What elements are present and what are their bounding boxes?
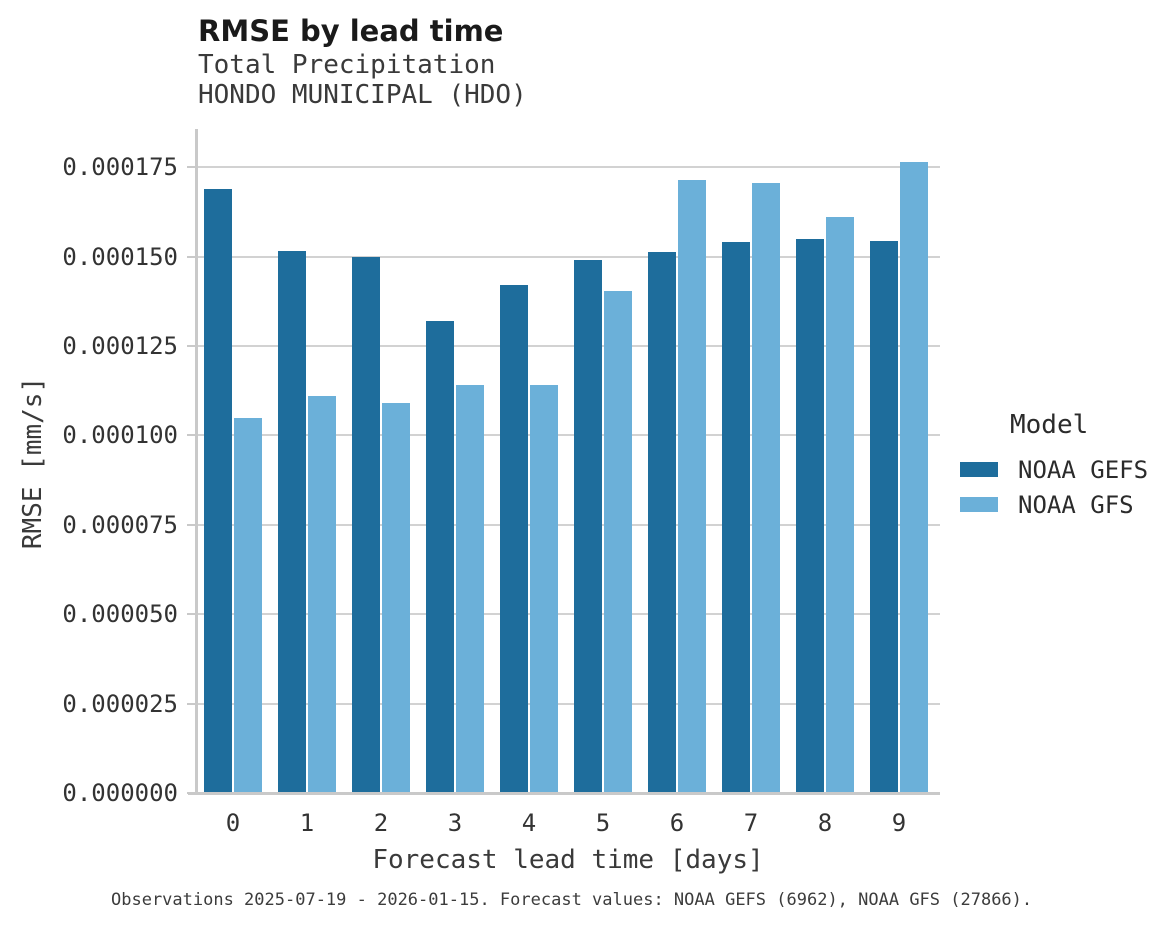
bar-noaa-gefs [648, 252, 676, 793]
y-tick-mark [187, 345, 195, 348]
y-tick-label: 0.000025 [62, 689, 178, 718]
x-tick-label: 0 [225, 809, 241, 837]
bar-noaa-gfs [308, 396, 336, 793]
chart-subtitle-variable: Total Precipitation [198, 50, 496, 80]
bar-noaa-gfs [826, 217, 854, 793]
x-tick-label: 8 [817, 809, 833, 837]
legend: Model NOAA GEFS NOAA GFS [960, 410, 1148, 522]
chart-subtitle-station: HONDO MUNICIPAL (HDO) [198, 80, 527, 110]
chart-title: RMSE by lead time [198, 14, 504, 48]
legend-item: NOAA GFS [960, 487, 1148, 522]
legend-swatch [960, 497, 998, 512]
x-axis-label: Forecast lead time [days] [372, 845, 764, 875]
bar-noaa-gefs [278, 251, 306, 793]
y-tick-label: 0.000050 [62, 600, 178, 629]
y-tick-label: 0.000000 [62, 779, 178, 807]
x-axis-line [188, 792, 940, 795]
bar-noaa-gefs [870, 240, 898, 793]
bar-noaa-gfs [382, 403, 410, 793]
bar-noaa-gfs [752, 183, 780, 793]
x-tick-label: 9 [891, 809, 907, 837]
y-axis-line [195, 129, 198, 795]
gridline [196, 702, 940, 705]
y-tick-label: 0.000100 [62, 421, 178, 450]
gridline [196, 166, 940, 169]
gridline [196, 434, 940, 437]
legend-items: NOAA GEFS NOAA GFS [960, 452, 1148, 522]
legend-item: NOAA GEFS [960, 452, 1148, 487]
gridline [196, 255, 940, 258]
bar-noaa-gfs [234, 417, 262, 793]
y-tick-mark [187, 702, 195, 705]
y-tick-label: 0.000175 [62, 153, 178, 182]
y-tick-mark [187, 523, 195, 526]
bar-noaa-gefs [204, 188, 232, 793]
x-tick-label: 3 [447, 809, 463, 837]
gridline [196, 523, 940, 526]
x-tick-label: 5 [595, 809, 611, 837]
bar-noaa-gfs [604, 290, 632, 793]
x-tick-label: 7 [743, 809, 759, 837]
y-tick-mark [187, 255, 195, 258]
bar-noaa-gefs [796, 238, 824, 793]
y-tick-mark [187, 434, 195, 437]
y-tick-label: 0.000150 [62, 242, 178, 271]
caption: Observations 2025-07-19 - 2026-01-15. Fo… [111, 890, 1033, 910]
x-tick-label: 2 [373, 809, 389, 837]
y-tick-mark [187, 613, 195, 616]
bar-noaa-gefs [722, 242, 750, 793]
y-tick-mark [187, 166, 195, 169]
y-tick-label: 0.000075 [62, 510, 178, 539]
y-tick-label: 0.000125 [62, 332, 178, 361]
plot-area [196, 129, 940, 793]
bar-noaa-gefs [500, 285, 528, 793]
bar-noaa-gefs [352, 256, 380, 793]
bar-noaa-gfs [678, 179, 706, 793]
legend-swatch [960, 462, 998, 477]
bar-noaa-gfs [456, 385, 484, 793]
legend-item-label: NOAA GEFS [1018, 455, 1149, 484]
bar-noaa-gfs [900, 161, 928, 793]
y-tick-mark [187, 792, 195, 794]
bar-noaa-gefs [574, 260, 602, 793]
x-tick-label: 4 [521, 809, 537, 837]
x-tick-label: 1 [299, 809, 315, 837]
gridline [196, 345, 940, 348]
bar-noaa-gefs [426, 321, 454, 793]
legend-title: Model [1010, 410, 1089, 440]
bar-noaa-gfs [530, 384, 558, 793]
legend-item-label: NOAA GFS [1018, 490, 1134, 519]
x-tick-label: 6 [669, 809, 685, 837]
gridline [196, 613, 940, 616]
